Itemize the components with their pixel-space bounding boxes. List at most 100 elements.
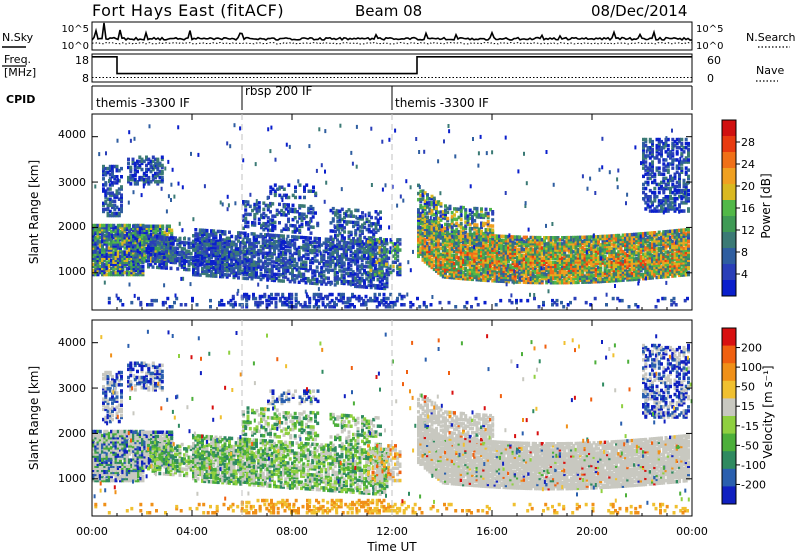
echo-cell	[293, 216, 297, 220]
echo-cell	[294, 185, 297, 189]
echo-cell	[101, 236, 104, 240]
echo-cell	[212, 241, 216, 246]
echo-cell	[462, 250, 465, 254]
echo-cell	[111, 203, 114, 208]
echo-cell	[331, 244, 335, 248]
echo-cell	[372, 275, 375, 280]
echo-cell	[311, 250, 315, 255]
echo-cell	[136, 249, 140, 253]
echo-cell	[104, 207, 108, 212]
echo-cell	[113, 211, 117, 216]
echo-cell	[101, 234, 104, 238]
echo-cell	[558, 260, 562, 264]
echo-cell	[138, 236, 142, 241]
echo-cell	[543, 266, 546, 271]
echo-cell	[147, 161, 151, 166]
echo-cell	[504, 273, 508, 278]
echo-cell	[363, 264, 366, 269]
echo-cell	[239, 251, 243, 256]
echo-cell	[297, 266, 301, 270]
echo-cell	[567, 246, 571, 250]
echo-cell	[491, 258, 495, 263]
echo-cell	[419, 242, 423, 246]
echo-cell	[534, 264, 537, 268]
echo-cell	[552, 274, 555, 279]
echo-cell	[214, 235, 218, 240]
echo-cell	[486, 244, 490, 248]
echo-cell	[302, 260, 306, 264]
echo-cell	[513, 274, 517, 278]
echo-cell	[273, 260, 276, 264]
echo-cell	[262, 211, 266, 216]
echo-cell	[518, 257, 522, 262]
echo-cell	[288, 271, 292, 276]
echo-cell	[372, 232, 376, 236]
echo-cell	[250, 232, 254, 236]
echo-cell	[493, 262, 497, 267]
echo-cell	[162, 255, 166, 260]
echo-cell	[320, 243, 324, 247]
echo-cell	[313, 248, 317, 253]
echo-cell	[293, 251, 297, 256]
echo-cell	[525, 264, 528, 268]
echo-cell	[232, 240, 236, 245]
echo-cell	[356, 241, 360, 246]
echo-cell	[174, 250, 177, 255]
echo-cell	[300, 218, 304, 222]
echo-cell	[158, 263, 162, 268]
echo-cell	[111, 183, 114, 187]
echo-cell	[192, 266, 195, 271]
echo-cell	[561, 280, 564, 285]
echo-cell	[525, 256, 528, 260]
echo-cell	[349, 241, 353, 245]
echo-cell	[130, 266, 134, 271]
echo-cell	[132, 268, 136, 273]
echo-cell	[391, 254, 395, 258]
echo-cell	[547, 276, 551, 281]
echo-cell	[142, 182, 146, 186]
echo-cell	[428, 247, 432, 251]
echo-cell	[291, 263, 294, 268]
echo-cell	[493, 234, 497, 238]
echo-cell	[318, 245, 321, 249]
echo-cell	[391, 264, 395, 269]
echo-cell	[101, 260, 104, 264]
echo-cell	[572, 278, 576, 283]
echo-cell	[120, 209, 123, 214]
echo-cell	[205, 239, 209, 243]
echo-cell	[441, 252, 445, 256]
echo-cell	[300, 245, 303, 250]
echo-cell	[333, 270, 337, 275]
echo-cell	[327, 256, 330, 260]
echo-cell	[284, 203, 288, 207]
echo-cell	[125, 266, 129, 271]
echo-cell	[264, 235, 267, 239]
echo-cell	[430, 263, 434, 268]
echo-cell	[153, 234, 157, 239]
echo-cell	[103, 238, 107, 242]
echo-cell	[110, 246, 113, 250]
echo-cell	[264, 273, 267, 278]
echo-cell	[365, 265, 369, 269]
echo-cell	[477, 276, 481, 280]
echo-cell	[457, 260, 461, 264]
echo-cell	[266, 243, 270, 247]
echo-cell	[570, 252, 573, 256]
echo-cell	[327, 237, 330, 242]
echo-cell	[471, 265, 474, 269]
echo-cell	[108, 201, 112, 206]
echo-cell	[160, 175, 164, 180]
echo-cell	[242, 218, 245, 222]
echo-cell	[132, 255, 135, 259]
echo-cell	[101, 252, 104, 256]
echo-cell	[531, 266, 535, 270]
echo-cell	[277, 272, 281, 277]
echo-cell	[96, 254, 100, 258]
echo-cell	[291, 207, 295, 212]
echo-cell	[140, 167, 144, 172]
echo-cell	[354, 278, 357, 282]
echo-cell	[495, 254, 499, 259]
echo-cell	[570, 240, 573, 244]
echo-cell	[324, 276, 328, 280]
echo-cell	[538, 242, 542, 246]
